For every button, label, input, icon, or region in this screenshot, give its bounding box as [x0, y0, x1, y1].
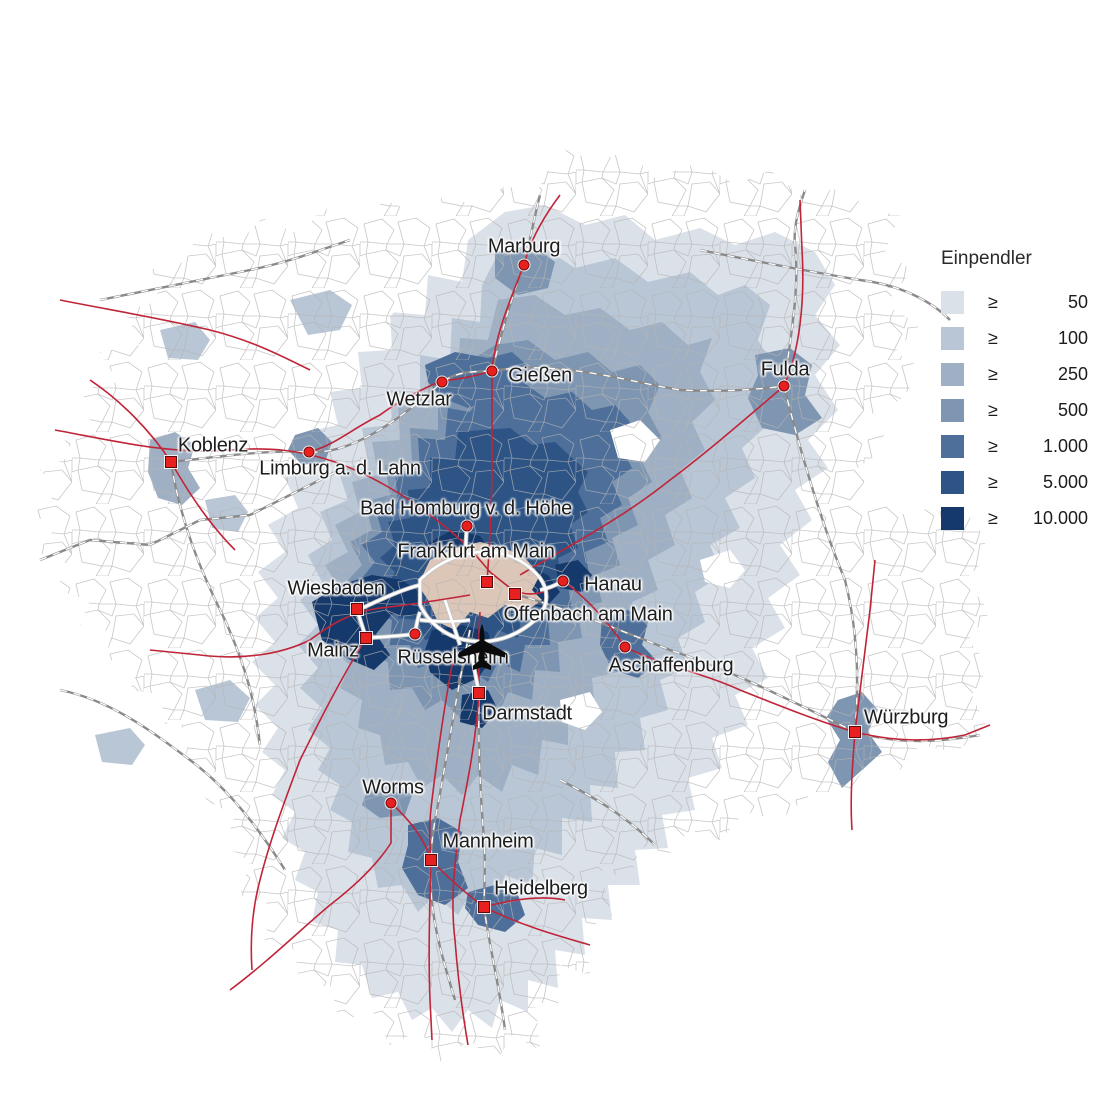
legend-value: 500: [1057, 399, 1088, 420]
legend-value: 100: [1057, 327, 1088, 348]
legend-value: 250: [1057, 363, 1088, 384]
legend-operator: ≥: [988, 363, 998, 384]
legend-row: ≥10.000: [938, 500, 1090, 536]
legend-row: ≥500: [938, 392, 1090, 428]
legend-swatch: [941, 434, 964, 458]
legend-value: 10.000: [1032, 507, 1088, 528]
legend-swatch: [941, 470, 964, 494]
legend-swatch: [941, 326, 964, 350]
legend-operator: ≥: [988, 291, 998, 312]
legend-value: 5.000: [1042, 471, 1088, 492]
legend-row: ≥100: [938, 320, 1090, 356]
legend-rows: ≥50 ≥100 ≥250 ≥500 ≥1.000 ≥5.000 ≥10.000: [938, 284, 1090, 536]
legend-operator: ≥: [988, 471, 998, 492]
legend: Einpendler ≥50 ≥100 ≥250 ≥500 ≥1.000 ≥5.000 ≥1…: [938, 248, 1090, 536]
legend-row: ≥5.000: [938, 464, 1090, 500]
legend-value: 1.000: [1042, 435, 1088, 456]
legend-swatch: [941, 362, 964, 386]
legend-operator: ≥: [988, 399, 998, 420]
legend-swatch: [941, 290, 964, 314]
legend-operator: ≥: [988, 507, 998, 528]
legend-title: Einpendler: [941, 248, 1032, 269]
legend-operator: ≥: [988, 435, 998, 456]
legend-swatch: [941, 506, 964, 530]
legend-operator: ≥: [988, 327, 998, 348]
legend-value: 50: [1067, 291, 1088, 312]
legend-swatch: [941, 398, 964, 422]
legend-row: ≥250: [938, 356, 1090, 392]
legend-row: ≥50: [938, 284, 1090, 320]
legend-row: ≥1.000: [938, 428, 1090, 464]
